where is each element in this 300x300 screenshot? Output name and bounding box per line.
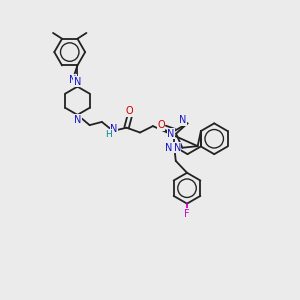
Text: N: N — [74, 115, 81, 125]
Text: N: N — [167, 129, 175, 139]
Text: N: N — [165, 143, 173, 153]
Text: N: N — [69, 75, 76, 85]
Text: O: O — [126, 106, 134, 116]
Text: N: N — [74, 77, 81, 87]
Text: H: H — [105, 130, 112, 139]
Text: N: N — [179, 115, 186, 125]
Text: F: F — [184, 209, 190, 219]
Text: N: N — [110, 124, 118, 134]
Text: O: O — [157, 120, 165, 130]
Text: N: N — [173, 143, 181, 153]
